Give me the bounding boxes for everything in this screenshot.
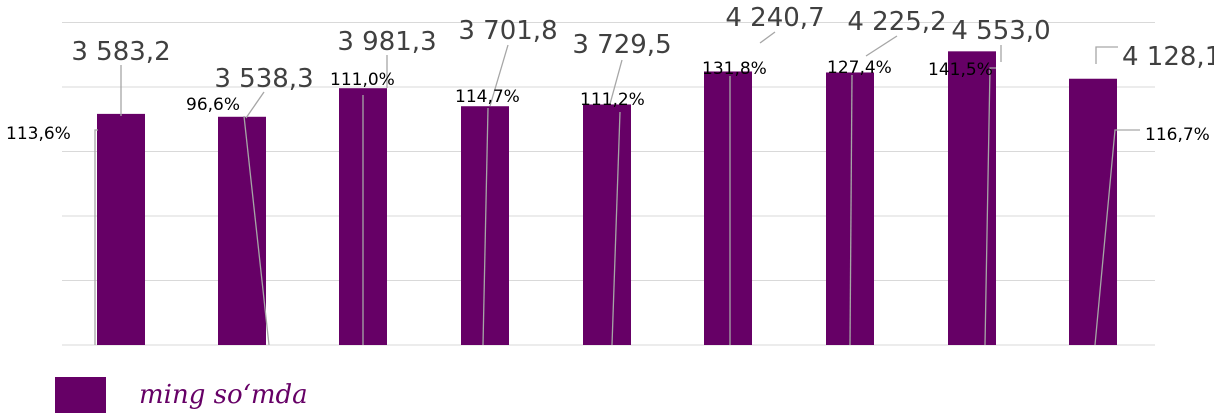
legend-label: ming so‘mda	[139, 380, 308, 410]
bar	[97, 113, 145, 345]
value-label: 3 729,5	[572, 30, 671, 60]
bar	[218, 116, 266, 345]
percent-label: 127,4%	[827, 58, 892, 78]
percent-label: 113,6%	[6, 124, 71, 144]
bar	[704, 71, 752, 345]
value-label: 4 240,7	[725, 3, 824, 33]
leader-line	[489, 44, 509, 107]
percent-label: 96,6%	[186, 95, 240, 115]
legend-swatch	[55, 377, 106, 413]
bar	[948, 51, 996, 345]
chart: 3 583,2 3 538,3 3 981,3 3 701,8 3 729,5 4 240…	[6, 3, 1214, 346]
leader-line	[94, 129, 98, 345]
percent-label: 141,5%	[928, 60, 993, 80]
leader-lines	[94, 31, 1140, 346]
data-labels: 3 583,2 3 538,3 3 981,3 3 701,8 3 729,5 4 240…	[6, 3, 1214, 145]
value-label: 4 553,0	[951, 16, 1050, 46]
value-label: 4 225,2	[847, 7, 946, 37]
bar	[1069, 78, 1117, 345]
leader-line	[482, 107, 489, 346]
legend: ming so‘mda	[55, 377, 308, 413]
leader-line	[984, 67, 996, 346]
percent-label: 114,7%	[455, 87, 520, 107]
percent-label: 131,8%	[702, 59, 767, 79]
value-label: 3 583,2	[71, 37, 170, 67]
percent-label: 116,7%	[1145, 125, 1210, 145]
leader-line	[865, 35, 898, 57]
leader-line	[245, 91, 265, 119]
leader-line	[1094, 129, 1140, 346]
value-label: 3 701,8	[458, 16, 557, 46]
percent-label: 111,2%	[580, 90, 645, 110]
leader-line	[1095, 46, 1118, 64]
bar	[583, 104, 631, 345]
leader-line	[759, 31, 776, 44]
leader-line	[243, 115, 270, 346]
value-label: 3 981,3	[337, 27, 436, 57]
leader-line	[609, 59, 623, 105]
value-label: 4 128,1	[1122, 42, 1214, 72]
leader-line	[611, 111, 621, 346]
value-label: 3 538,3	[214, 64, 313, 94]
leader-line	[849, 74, 853, 346]
percent-label: 111,0%	[330, 70, 395, 90]
